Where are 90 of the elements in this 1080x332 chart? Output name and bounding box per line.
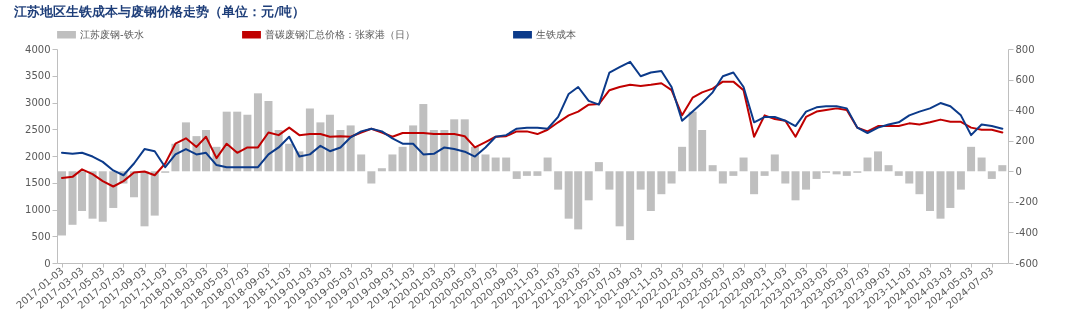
y2-tick-label: -400	[1015, 226, 1039, 238]
bar	[781, 171, 790, 184]
bar	[450, 119, 459, 172]
bar	[605, 171, 614, 190]
y2-tick-label: 0	[1015, 165, 1022, 177]
bar	[956, 171, 965, 190]
y-tick-label: 1500	[25, 177, 51, 189]
bar	[987, 171, 996, 179]
bar	[502, 157, 511, 172]
y-tick-label: 0	[44, 257, 51, 269]
line-series	[61, 60, 1004, 177]
bar	[419, 104, 428, 172]
bar	[98, 171, 107, 222]
bar	[109, 171, 118, 208]
bar	[481, 154, 490, 172]
bar	[325, 114, 334, 172]
y-tick-label: 3000	[25, 97, 51, 108]
bar	[460, 119, 469, 172]
bar	[708, 165, 717, 172]
bar	[646, 171, 655, 212]
bar	[305, 108, 314, 172]
bar	[88, 171, 97, 219]
bar	[181, 122, 190, 172]
bar	[512, 171, 521, 179]
bar	[915, 171, 924, 195]
bar	[264, 100, 273, 172]
bar	[739, 157, 748, 172]
bar	[316, 122, 325, 172]
bar	[491, 157, 500, 172]
y-tick-label: 3500	[25, 70, 51, 82]
bar	[388, 154, 397, 172]
bar	[367, 171, 376, 184]
bar	[729, 171, 738, 176]
bar	[967, 146, 976, 172]
bar	[884, 165, 893, 172]
y2-tick-label: 200	[1015, 135, 1035, 147]
bar	[554, 171, 563, 190]
bar	[760, 171, 769, 176]
y-tick-label: 1000	[25, 204, 51, 215]
chart-title: 江苏地区生铁成本与废钢价格走势（单位：元/吨）	[13, 4, 306, 19]
bar	[667, 171, 676, 184]
bar	[750, 171, 759, 195]
y-tick-label: 2500	[25, 123, 51, 135]
y2-tick-label: -200	[1015, 196, 1039, 208]
bar	[543, 157, 552, 172]
bar	[925, 171, 934, 212]
bar	[584, 171, 593, 201]
bar	[129, 171, 138, 198]
bar	[894, 171, 903, 176]
bar	[977, 157, 986, 172]
legend-label: 普碳废钢汇总价格：张家港（日）	[265, 28, 415, 40]
legend-label: 江苏废钢-铁水	[80, 28, 144, 40]
bar	[409, 125, 418, 172]
bar	[802, 171, 811, 190]
bar	[150, 171, 159, 216]
bar	[842, 171, 851, 176]
bar	[998, 165, 1007, 172]
bar	[398, 146, 407, 172]
bar	[533, 171, 542, 176]
bar	[140, 171, 149, 227]
y2-tick-label: -600	[1015, 257, 1039, 269]
y2-tick-label: 600	[1015, 74, 1035, 86]
bar	[357, 154, 366, 172]
bar	[905, 171, 914, 184]
line-series	[61, 80, 1004, 188]
bar	[377, 168, 386, 172]
bar	[770, 154, 779, 172]
bar	[615, 171, 624, 227]
bar	[243, 114, 252, 172]
y-tick-label: 500	[31, 230, 51, 242]
bar	[718, 171, 727, 184]
bar	[657, 171, 666, 195]
bar	[832, 171, 841, 175]
bar	[874, 151, 883, 172]
bar	[594, 162, 603, 172]
bar	[233, 111, 242, 172]
legend-label: 生铁成本	[536, 28, 576, 40]
y-tick-label: 2000	[25, 150, 51, 162]
bar	[626, 171, 635, 241]
bar	[346, 125, 355, 172]
bar	[863, 157, 872, 172]
bar	[678, 146, 687, 172]
bar	[253, 93, 262, 172]
y2-tick-label: 400	[1015, 104, 1035, 116]
bar	[285, 143, 294, 172]
bar	[791, 171, 800, 201]
y2-tick-label: 800	[1015, 43, 1035, 55]
y-tick-label: 4000	[25, 43, 51, 55]
bar	[636, 171, 645, 190]
bar	[522, 171, 531, 176]
